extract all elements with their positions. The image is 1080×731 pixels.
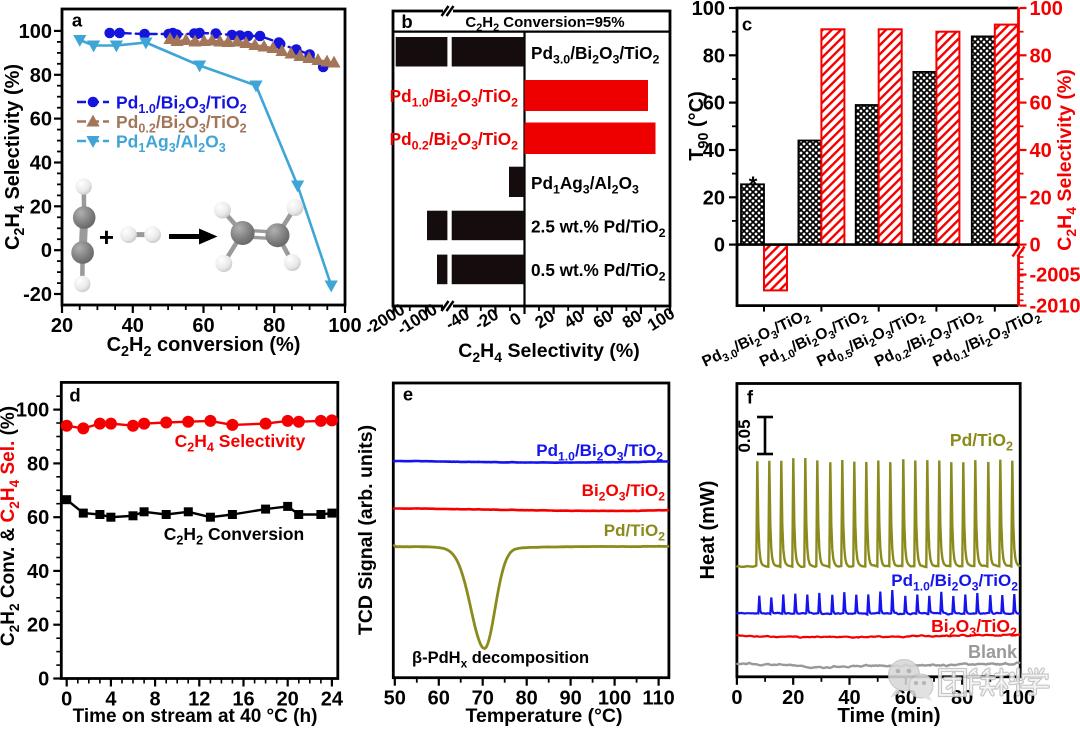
svg-text:Pd1.0/Bi2O3/TiO2: Pd1.0/Bi2O3/TiO2 — [536, 441, 663, 463]
svg-text:C2H4 Selectivity (%): C2H4 Selectivity (%) — [458, 340, 639, 365]
svg-text:80: 80 — [263, 315, 285, 337]
svg-text:40: 40 — [703, 140, 725, 162]
svg-text:100: 100 — [19, 21, 52, 43]
svg-text:0: 0 — [61, 689, 72, 711]
svg-text:12: 12 — [188, 689, 210, 711]
svg-text:Pd/TiO2: Pd/TiO2 — [950, 430, 1013, 454]
svg-text:90: 90 — [560, 688, 582, 710]
svg-text:40: 40 — [30, 152, 52, 174]
svg-text:C2H4 Selectivity (%): C2H4 Selectivity (%) — [2, 64, 28, 250]
svg-text:70: 70 — [472, 688, 494, 710]
svg-text:-20: -20 — [23, 284, 52, 306]
svg-text:Blank: Blank — [968, 642, 1018, 662]
svg-text:20: 20 — [1030, 187, 1052, 209]
svg-text:+: + — [99, 222, 114, 252]
svg-text:20: 20 — [51, 315, 73, 337]
svg-text:Pd0.2/Bi2O3/TiO2: Pd0.2/Bi2O3/TiO2 — [872, 306, 985, 373]
svg-text:Temperature (°C): Temperature (°C) — [466, 705, 623, 727]
svg-text:4: 4 — [105, 689, 117, 711]
svg-text:40: 40 — [838, 687, 860, 709]
svg-text:0: 0 — [41, 240, 52, 262]
svg-text:Pd3.0/Bi2O3/TiO2: Pd3.0/Bi2O3/TiO2 — [531, 43, 659, 67]
svg-text:80: 80 — [516, 688, 538, 710]
svg-text:Pd/TiO2: Pd/TiO2 — [604, 521, 665, 543]
svg-text:0.5 wt.% Pd/TiO2: 0.5 wt.% Pd/TiO2 — [531, 260, 666, 284]
svg-text:C2H2 conversion (%): C2H2 conversion (%) — [107, 334, 301, 360]
svg-text:Bi2O3/TiO2: Bi2O3/TiO2 — [931, 616, 1017, 640]
svg-text:C2H2 Conversion=95%: C2H2 Conversion=95% — [465, 14, 624, 34]
svg-text:16: 16 — [232, 689, 254, 711]
svg-text:20: 20 — [27, 615, 49, 637]
svg-text:50: 50 — [384, 688, 406, 710]
svg-text:-2005: -2005 — [1030, 265, 1080, 287]
svg-text:80: 80 — [30, 65, 52, 87]
svg-text:100: 100 — [16, 400, 49, 422]
svg-text:C2H2 Conv. & C2H4 Sel. (%): C2H2 Conv. & C2H4 Sel. (%) — [0, 406, 22, 646]
svg-text:60: 60 — [27, 507, 49, 529]
svg-text:Pd1.0/Bi2O3/TiO2: Pd1.0/Bi2O3/TiO2 — [116, 93, 247, 117]
svg-text:110: 110 — [642, 688, 674, 710]
svg-text:60: 60 — [1030, 93, 1052, 115]
svg-text:2.5 wt.% Pd/TiO2: 2.5 wt.% Pd/TiO2 — [531, 217, 666, 241]
svg-text:C2H4 Selectivity (%): C2H4 Selectivity (%) — [1054, 69, 1079, 250]
svg-text:24: 24 — [321, 689, 344, 711]
svg-text:Pd1Ag3/Al2O3: Pd1Ag3/Al2O3 — [116, 132, 226, 156]
svg-text:f: f — [747, 387, 754, 408]
svg-text:100: 100 — [1030, 0, 1063, 20]
svg-text:d: d — [69, 385, 80, 406]
svg-text:c: c — [742, 14, 752, 35]
svg-text:80: 80 — [1030, 45, 1052, 67]
svg-text:0: 0 — [38, 669, 49, 691]
svg-text:80: 80 — [703, 45, 725, 67]
svg-text:a: a — [72, 10, 83, 31]
svg-text:20: 20 — [703, 187, 725, 209]
svg-text:20: 20 — [30, 196, 52, 218]
svg-text:e: e — [403, 384, 413, 405]
svg-text:b: b — [401, 11, 412, 32]
svg-text:60: 60 — [703, 93, 725, 115]
svg-text:Time on stream at 40 °C (h): Time on stream at 40 °C (h) — [73, 706, 318, 727]
svg-text:100: 100 — [598, 688, 631, 710]
svg-text:20: 20 — [782, 687, 804, 709]
svg-text:100: 100 — [328, 315, 361, 337]
svg-text:0: 0 — [731, 687, 742, 709]
svg-text:β-PdHx decomposition: β-PdHx decomposition — [412, 649, 589, 670]
svg-text:TCD Signal (arb. units): TCD Signal (arb. units) — [355, 425, 377, 635]
svg-text:80: 80 — [27, 453, 49, 475]
svg-text:T90 (°C): T90 (°C) — [686, 91, 712, 161]
svg-text:*: * — [749, 172, 758, 197]
svg-text:0.05: 0.05 — [735, 419, 754, 452]
svg-text:C2H2 Conversion: C2H2 Conversion — [164, 524, 304, 548]
svg-text:40: 40 — [122, 315, 144, 337]
svg-text:Pd1Ag3/Al2O3: Pd1Ag3/Al2O3 — [531, 173, 639, 197]
svg-text:60: 60 — [30, 109, 52, 131]
svg-text:8: 8 — [150, 689, 161, 711]
svg-text:0: 0 — [714, 235, 725, 257]
svg-text:-2010: -2010 — [1030, 296, 1080, 318]
svg-text:0: 0 — [1030, 235, 1041, 257]
svg-text:100: 100 — [1002, 687, 1035, 709]
svg-text:40: 40 — [27, 561, 49, 583]
svg-text:20: 20 — [277, 689, 299, 711]
svg-text:Heat (mW): Heat (mW) — [697, 481, 719, 580]
svg-text:C2H4 Selectivity: C2H4 Selectivity — [175, 431, 306, 455]
svg-text:Pd0.2/Bi2O3/TiO2: Pd0.2/Bi2O3/TiO2 — [390, 129, 518, 153]
svg-text:40: 40 — [1030, 140, 1052, 162]
svg-text:Time (min): Time (min) — [837, 704, 940, 727]
svg-text:Pd1.0/Bi2O3/TiO2: Pd1.0/Bi2O3/TiO2 — [891, 571, 1018, 593]
svg-text:Pd0.2/Bi2O3/TiO2: Pd0.2/Bi2O3/TiO2 — [116, 112, 247, 136]
svg-text:Bi2O3/TiO2: Bi2O3/TiO2 — [582, 481, 666, 503]
svg-text:60: 60 — [192, 315, 214, 337]
svg-text:Pd3.0/Bi2O3/TiO2: Pd3.0/Bi2O3/TiO2 — [700, 306, 813, 373]
svg-text:80: 80 — [951, 687, 973, 709]
svg-text:60: 60 — [428, 688, 450, 710]
svg-text:Pd1.0/Bi2O3/TiO2: Pd1.0/Bi2O3/TiO2 — [390, 86, 518, 110]
svg-text:100: 100 — [692, 0, 725, 20]
